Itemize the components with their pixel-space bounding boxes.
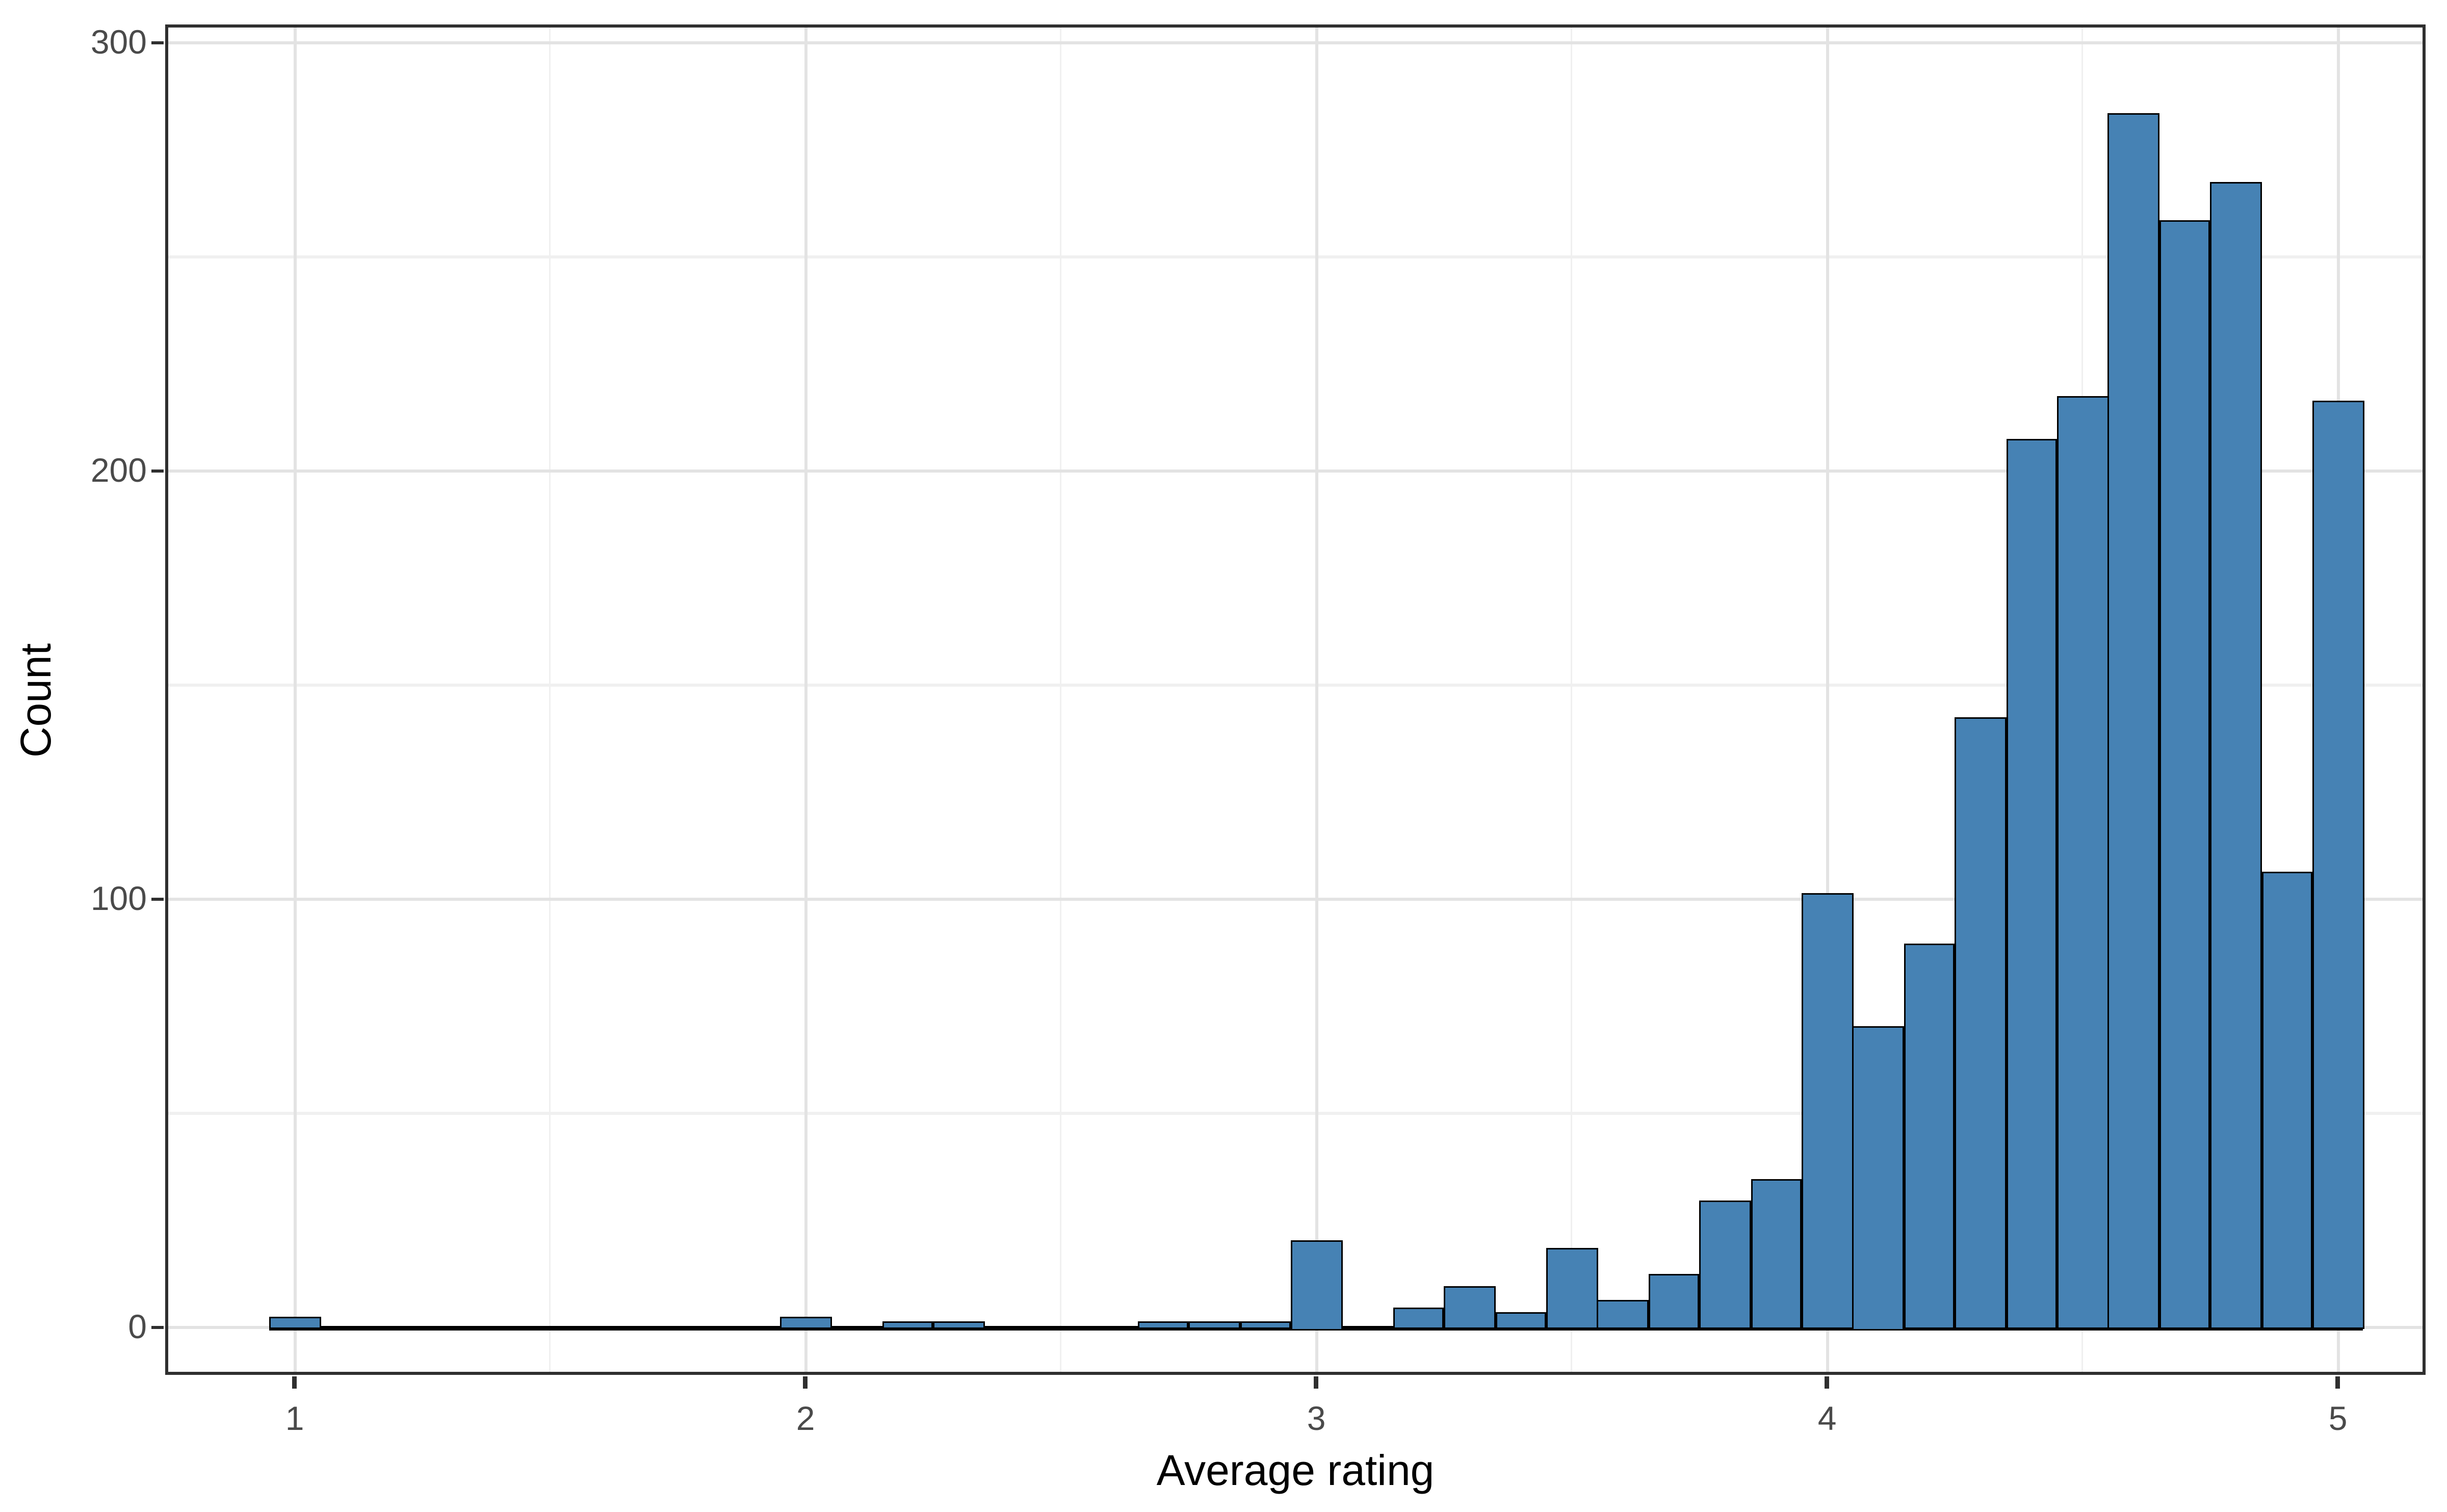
histogram-bar (1444, 1286, 1496, 1330)
y-axis-title: Count (12, 642, 60, 757)
histogram-bar (2057, 396, 2108, 1330)
x-tick-label: 2 (796, 1399, 815, 1438)
histogram-bar (1699, 1201, 1751, 1330)
x-minor-gridline (1059, 24, 1062, 1375)
histogram-bar (2108, 113, 2159, 1330)
x-tick-label: 5 (2328, 1399, 2348, 1438)
x-tick-label: 3 (1307, 1399, 1326, 1438)
histogram-bar (2210, 181, 2262, 1330)
x-major-gridline (293, 24, 297, 1375)
x-tick-mark (1825, 1376, 1829, 1389)
histogram-bar (269, 1316, 321, 1330)
y-tick-label: 0 (128, 1308, 147, 1346)
histogram-bar (1188, 1321, 1240, 1330)
histogram-bar (1137, 1321, 1189, 1330)
histogram-bar (2261, 871, 2313, 1330)
x-tick-label: 4 (1817, 1399, 1837, 1438)
histogram-bar (1904, 944, 1955, 1330)
x-tick-mark (803, 1376, 808, 1389)
x-tick-mark (2336, 1376, 2340, 1389)
x-major-gridline (804, 24, 808, 1375)
histogram-bar (2159, 220, 2210, 1330)
y-tick-label: 300 (90, 23, 147, 61)
histogram-bar (1239, 1321, 1291, 1330)
histogram-bar (1291, 1239, 1342, 1330)
histogram-bar (1750, 1179, 1802, 1330)
x-minor-gridline (1570, 24, 1573, 1375)
histogram-bar (1546, 1248, 1598, 1330)
x-tick-mark (293, 1376, 297, 1389)
histogram-bar (2312, 400, 2364, 1330)
histogram-bar (933, 1321, 985, 1330)
histogram-bar (1853, 1025, 1904, 1330)
x-tick-label: 1 (285, 1399, 304, 1438)
x-major-gridline (1315, 24, 1318, 1375)
y-minor-gridline (165, 255, 2426, 258)
y-tick-mark (151, 1325, 164, 1329)
histogram-bar (882, 1321, 933, 1330)
y-tick-mark (151, 897, 164, 901)
y-tick-label: 100 (90, 879, 147, 918)
x-minor-gridline (549, 24, 552, 1375)
y-tick-mark (151, 469, 164, 473)
histogram-bar (1393, 1308, 1444, 1330)
x-axis-title: Average rating (1156, 1447, 1435, 1494)
histogram-bar (1648, 1273, 1700, 1330)
histogram-bar (1495, 1312, 1547, 1330)
histogram-bar (1955, 717, 2007, 1330)
histogram-bar (2006, 438, 2058, 1330)
y-tick-label: 200 (90, 451, 147, 489)
histogram-bar (780, 1316, 831, 1330)
y-tick-mark (151, 41, 164, 45)
histogram-bar (1802, 893, 1853, 1330)
histogram-bar (1597, 1299, 1649, 1330)
x-tick-mark (1314, 1376, 1318, 1389)
y-major-gridline (165, 41, 2426, 44)
